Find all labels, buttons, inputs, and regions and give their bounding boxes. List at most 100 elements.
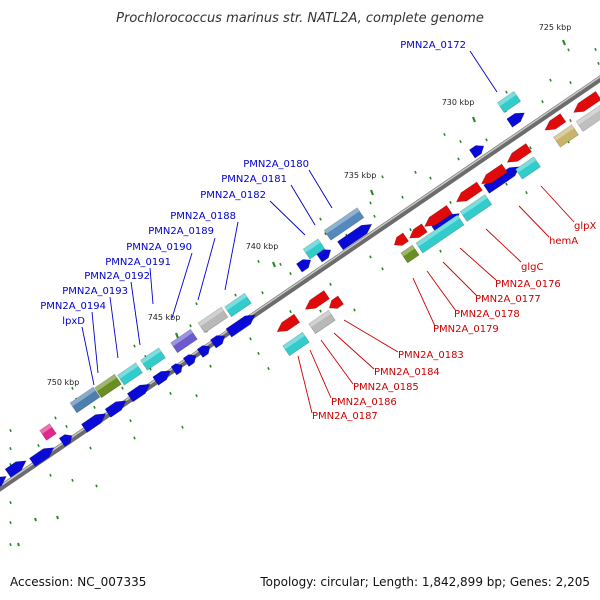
tick-dot [289,310,292,314]
leader-line-red [426,270,457,312]
reverse-gene [424,204,453,227]
tick-dot [169,391,172,395]
tick-dot [409,228,412,232]
tick-dot [93,405,96,409]
tick-dot [9,501,12,505]
tick-dot [541,100,544,104]
gene-label-red: glgC [521,262,543,273]
reverse-gene [276,313,301,333]
gene-feature-0181-highlight [324,207,360,234]
leader-line-blue [269,200,306,236]
leader-line-red [540,185,575,223]
tick-dot [133,344,136,348]
reverse-gene [455,181,483,203]
gene-feature-0190 [170,328,198,354]
gene-label-blue: PMN2A_0192 [84,271,150,282]
gene-feature-0181 [323,207,365,241]
tick-dot [89,446,92,450]
leader-line-blue [308,169,333,209]
feature-track [0,90,600,493]
gene-feature-pink-highlight [39,423,52,434]
gene-label-blue: PMN2A_0188 [170,211,236,222]
forward-gene [58,434,73,447]
gene-label-red: hemA [549,236,578,247]
gene-label-red: PMN2A_0177 [475,294,541,305]
gene-label-red: PMN2A_0183 [398,350,464,361]
major-tick-mark [174,332,180,339]
major-tick-mark [271,261,277,268]
tick-dot [525,190,528,195]
accession-text: Accession: NC_007335 [10,575,146,589]
gene-label-blue: PMN2A_0180 [243,159,309,170]
tick-dot [569,118,572,123]
gene-feature-0193 [94,373,122,399]
gene-feature-0190-highlight [170,329,193,347]
tick-dot [71,478,74,482]
major-tick-label: 735 kbp [344,171,377,180]
reverse-gene [393,232,410,246]
major-tick-label: 740 kbp [246,242,279,251]
gene-feature-0176 [459,194,493,222]
leader-line-red [518,205,550,238]
tick-dot [324,232,327,236]
reverse-gene [573,90,600,113]
tick-dot [9,521,12,525]
tick-dot [257,351,260,355]
tick-dot [17,542,20,547]
forward-gene [182,354,197,367]
gene-label-red: PMN2A_0176 [495,279,561,290]
reverse-gene [304,290,330,310]
forward-gene [506,112,525,128]
gene-label-red: PMN2A_0186 [331,397,397,408]
tick-dot [65,424,68,428]
tick-dot [49,473,52,477]
tick-dot [429,176,432,180]
tick-dot [149,367,152,371]
gene-feature-0177-highlight [415,214,460,247]
gene-labels: PMN2A_0172 PMN2A_0180 PMN2A_0181 PMN2A_0182… [40,40,596,422]
reverse-gene [328,295,345,309]
forward-gene [81,413,107,433]
leader-line-blue [149,267,154,305]
gene-feature-0192 [117,362,143,386]
gene-label-red: PMN2A_0185 [353,382,419,393]
tick-dot [234,293,237,297]
leader-line-red [320,339,354,385]
gene-feature-0187-highlight [282,332,305,350]
tick-dot [439,249,442,253]
gene-feature-0192-highlight [117,362,139,379]
tick-dot [457,157,460,161]
gene-label-red: PMN2A_0184 [374,367,440,378]
gene-feature-pink [39,423,57,441]
tick-dot [414,170,417,174]
major-tick-mark [369,189,375,196]
tick-dot [9,543,12,547]
gene-feature-0193-highlight [94,374,117,392]
tick-dot [369,201,372,205]
gene-feature-0172 [496,90,522,114]
tick-dot [249,337,252,341]
reverse-gene [544,113,567,131]
tick-dot [189,324,192,328]
leader-line-red [343,319,399,353]
tick-dot [56,515,59,520]
tick-dot [133,436,136,440]
gene-feature-glgc-highlight [515,156,537,173]
gene-feature-0182 [302,238,326,260]
forward-gene [0,476,7,493]
gene-feature-edge-highlight [576,104,600,125]
tick-dot [319,309,322,313]
tick-dot [381,175,384,179]
tick-dot [353,308,356,312]
major-tick-label: 750 kbp [47,378,80,387]
forward-gene [225,314,256,338]
major-tick-mark [561,39,567,46]
gene-feature-0189-highlight [198,307,224,327]
forward-gene [29,447,55,467]
tick-dot [369,255,372,259]
tick-dot [449,200,452,204]
major-tick-label: 745 kbp [148,313,181,322]
reverse-gene [506,143,532,163]
